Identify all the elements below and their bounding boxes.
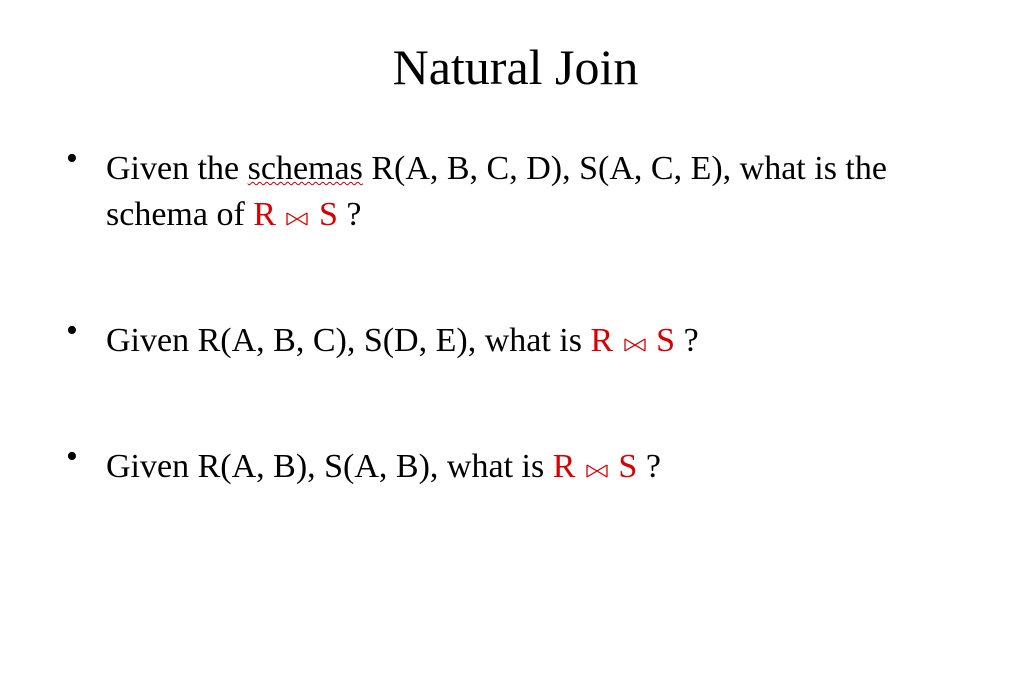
bullet-3-expr-right: S (618, 448, 637, 485)
bullet-3-post: ? (637, 448, 661, 485)
bullet-3-pre: Given R(A, B), S(A, B), what is (106, 448, 553, 485)
join-icon (586, 464, 608, 478)
bullet-2-expr-left: R (590, 322, 613, 359)
slide-title: Natural Join (60, 38, 971, 96)
bullet-3-expr-left: R (553, 448, 576, 485)
bullet-1-expr-right: S (319, 196, 338, 233)
join-icon (286, 212, 308, 226)
join-icon (624, 338, 646, 352)
bullet-1-pre: Given the (106, 150, 248, 187)
bullet-1-post: ? (338, 196, 362, 233)
bullet-2: Given R(A, B, C), S(D, E), what is R S ? (60, 318, 971, 364)
bullet-1: Given the schemas R(A, B, C, D), S(A, C,… (60, 146, 971, 238)
slide: Natural Join Given the schemas R(A, B, C… (0, 0, 1031, 692)
bullet-2-post: ? (675, 322, 699, 359)
bullet-1-expr-left: R (253, 196, 276, 233)
bullet-2-pre: Given R(A, B, C), S(D, E), what is (106, 322, 590, 359)
bullet-1-squiggle: schemas (248, 150, 363, 187)
bullet-3: Given R(A, B), S(A, B), what is R S ? (60, 444, 971, 490)
bullet-list: Given the schemas R(A, B, C, D), S(A, C,… (60, 146, 971, 490)
bullet-2-expr-right: S (656, 322, 675, 359)
